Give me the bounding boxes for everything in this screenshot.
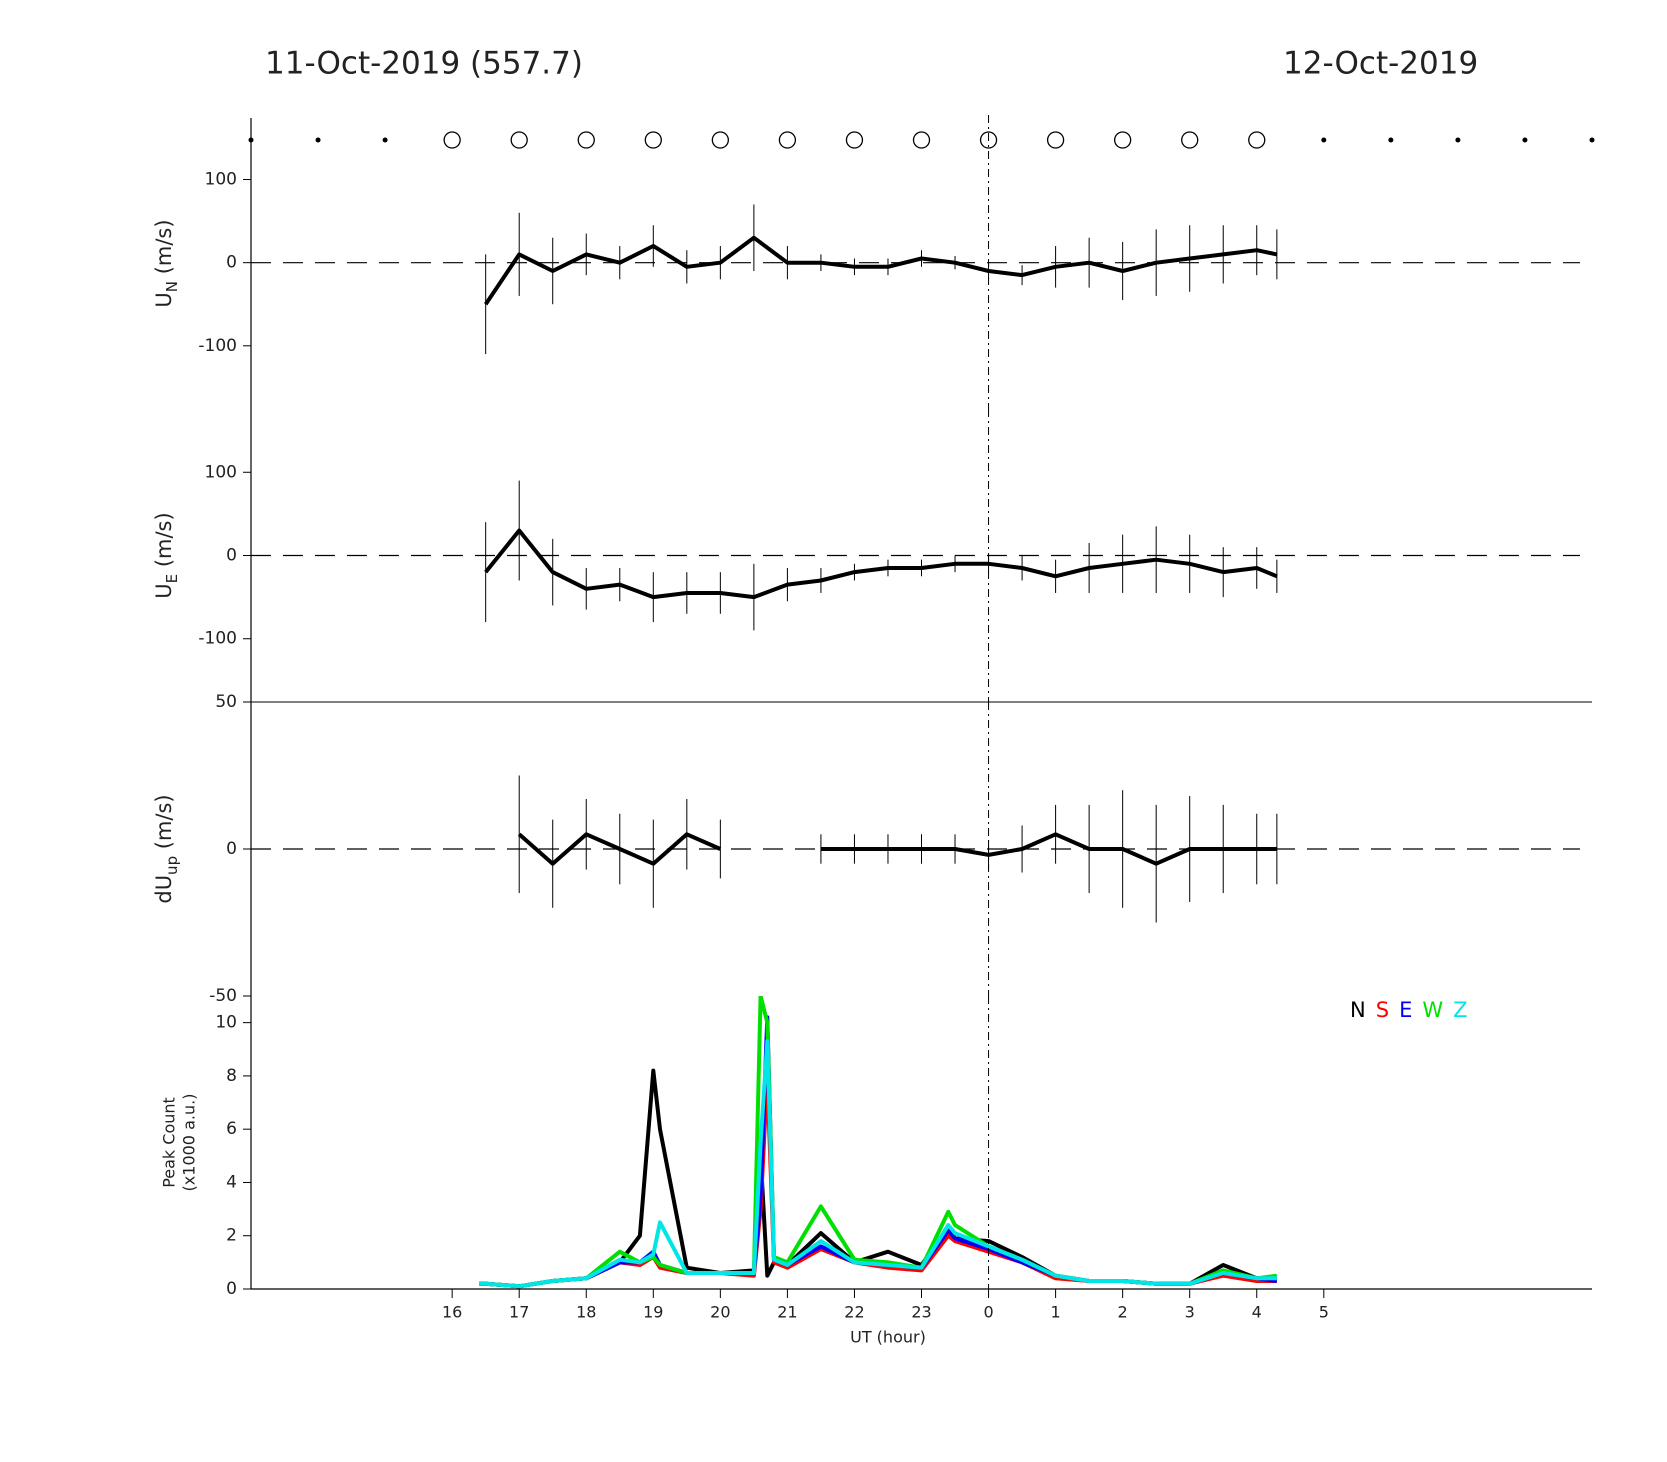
y-tick-label: 50 (215, 692, 237, 712)
marker-dot (382, 137, 388, 143)
y-tick-label: 100 (205, 170, 237, 190)
y-tick-label: -50 (209, 986, 237, 1006)
panel (484, 480, 1278, 631)
y-label-sub: up (163, 856, 181, 875)
marker-circle (1248, 131, 1266, 149)
y-tick-label: -100 (198, 629, 237, 649)
y-axis-label: UN (m/s) (152, 219, 181, 307)
y-tick-label: 100 (205, 462, 237, 482)
y-label-sub: N (163, 281, 181, 292)
marker-circle (644, 131, 662, 149)
x-tick-label: 22 (844, 1303, 864, 1322)
y-label-unit: (m/s) (152, 219, 176, 281)
marker-circle (912, 131, 931, 149)
marker-dot (1589, 137, 1595, 143)
marker-circle (979, 131, 998, 149)
marker-circle (778, 131, 797, 149)
x-tick-label: 3 (1185, 1303, 1195, 1322)
y-tick-label: 2 (226, 1226, 237, 1246)
series-line (479, 1039, 1277, 1289)
x-tick-label: 0 (983, 1303, 993, 1322)
x-axis-label: UT (hour) (850, 1328, 926, 1347)
left-date: 11-Oct-2019 (557.7) (265, 46, 583, 82)
x-tick-label: 5 (1319, 1303, 1329, 1322)
y-tick-label: 10 (215, 1013, 237, 1033)
x-tick-label: 16 (442, 1303, 462, 1322)
y-label-main: dU (152, 875, 176, 904)
legend-entry: Z (1453, 998, 1467, 1022)
data-line (484, 528, 1278, 600)
y-tick-label: 8 (226, 1066, 237, 1086)
marker-circle (1114, 131, 1132, 149)
marker-circle (510, 131, 528, 149)
legend-entry: N (1350, 998, 1366, 1022)
legend-entry: S (1376, 998, 1389, 1022)
x-tick-label: 23 (911, 1303, 931, 1322)
marker-circle (1181, 131, 1199, 149)
x-tick-label: 18 (576, 1303, 596, 1322)
right-date: 12-Oct-2019 (1283, 46, 1478, 82)
marker-circle (845, 131, 864, 149)
panel (479, 996, 1278, 1289)
x-tick-label: 17 (509, 1303, 529, 1322)
x-tick-label: 4 (1252, 1303, 1262, 1322)
y-axis-label: UE (m/s) (152, 512, 181, 598)
y-tick-label: 0 (226, 546, 237, 566)
y-axis-label: (x1000 a.u.) (180, 1094, 199, 1192)
marker-circle (443, 131, 461, 149)
y-tick-label: 4 (226, 1172, 237, 1192)
y-label-main: U (152, 292, 176, 307)
legend-entry: E (1399, 998, 1412, 1022)
y-tick-label: -100 (198, 336, 237, 356)
y-tick-label: 0 (226, 1279, 237, 1299)
marker-dot (1455, 137, 1461, 143)
marker-dot (1522, 137, 1528, 143)
y-tick-label: 6 (226, 1119, 237, 1139)
y-axis-label: Peak Count (160, 1097, 179, 1188)
marker-dot (315, 137, 321, 143)
marker-circle (711, 131, 729, 149)
x-tick-label: 2 (1118, 1303, 1128, 1322)
x-tick-label: 21 (777, 1303, 797, 1322)
marker-circle (1046, 131, 1065, 149)
y-tick-label: 0 (226, 839, 237, 859)
x-tick-label: 20 (710, 1303, 730, 1322)
y-label-unit: (m/s) (152, 512, 176, 574)
y-label-sub: E (163, 574, 181, 583)
x-tick-label: 19 (643, 1303, 663, 1322)
y-tick-label: 0 (226, 253, 237, 273)
marker-dot (1321, 137, 1327, 143)
y-label-unit: (m/s) (152, 794, 176, 856)
x-tick-label: 1 (1051, 1303, 1061, 1322)
marker-circle (577, 131, 595, 149)
y-axis-label: dUup (m/s) (152, 794, 181, 903)
y-label-main: U (152, 583, 176, 598)
legend-entry: W (1422, 998, 1443, 1022)
marker-dot (1388, 137, 1394, 143)
